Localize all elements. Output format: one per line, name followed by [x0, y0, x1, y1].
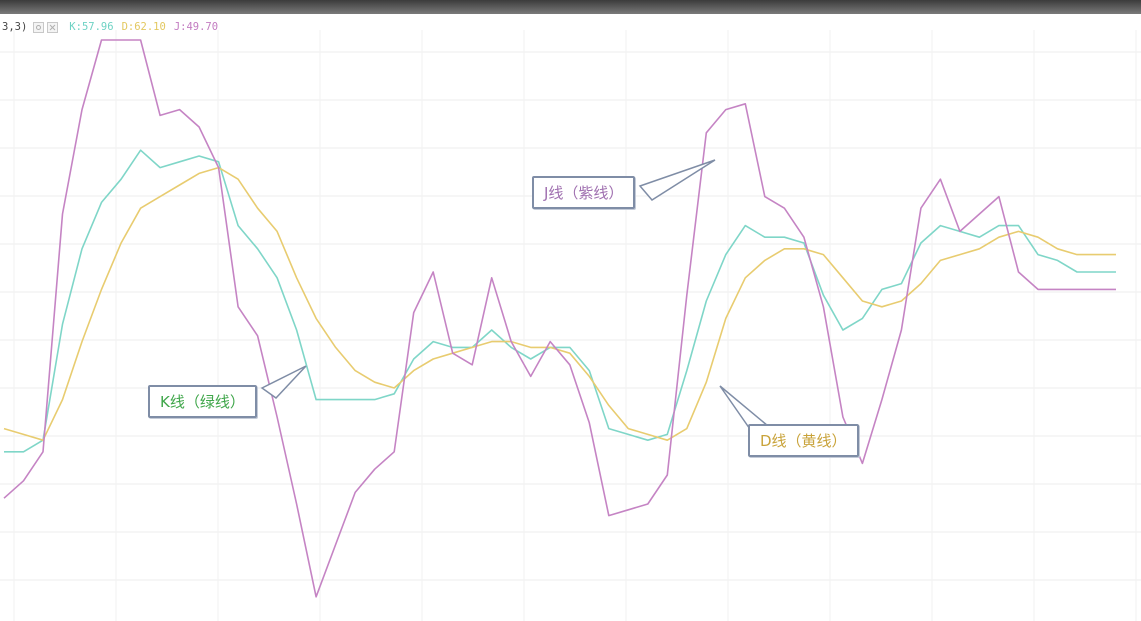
settings-icon[interactable]: [33, 21, 45, 33]
j-line-callout: J线（紫线）: [532, 176, 636, 209]
series-line-d: [3, 166, 1116, 442]
k-value: K:57.96: [69, 21, 114, 33]
j-value: J:49.70: [173, 21, 219, 33]
chart-grid: [0, 30, 1141, 621]
series-line-k: [4, 149, 1116, 453]
k-callout-pointer: [260, 365, 307, 399]
d-value: D:62.10: [121, 21, 166, 33]
series-line-j: [3, 39, 1116, 598]
j-callout-pointer: [638, 159, 716, 201]
callout-leaders: [260, 159, 770, 433]
window-top-bar: [0, 0, 1141, 14]
close-icon[interactable]: [47, 21, 59, 33]
d-line-callout: D线（黄线）: [748, 424, 859, 457]
k-line-callout: K线（绿线）: [148, 385, 257, 418]
indicator-params: 3,3): [2, 21, 28, 33]
chart-series: [3, 39, 1116, 598]
indicator-readout: 3,3) K:57.96 D:62.10 J:49.70: [2, 18, 218, 36]
